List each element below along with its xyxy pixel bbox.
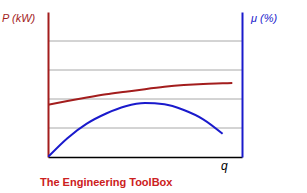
- chart: P (kW) μ (%) q The Engineering ToolBox: [0, 0, 307, 193]
- axis-line: [48, 13, 50, 158]
- x-axis: [49, 157, 243, 158]
- grid: [48, 41, 242, 128]
- plot-area: [48, 83, 232, 157]
- grid-line: [48, 128, 242, 129]
- annotation: The Engineering ToolBox: [40, 176, 173, 188]
- axis-line: [242, 13, 244, 158]
- axis-line: [49, 157, 243, 159]
- series-line: [48, 103, 223, 157]
- y-axis: [48, 13, 50, 158]
- grid-line: [48, 70, 242, 71]
- series-line: [48, 83, 232, 105]
- grid-line: [48, 41, 242, 42]
- x-axis-label: q: [221, 159, 228, 173]
- y2-axis: [242, 13, 244, 158]
- y-axis-label: P (kW): [2, 12, 36, 24]
- y2-axis-label: μ (%): [250, 12, 278, 24]
